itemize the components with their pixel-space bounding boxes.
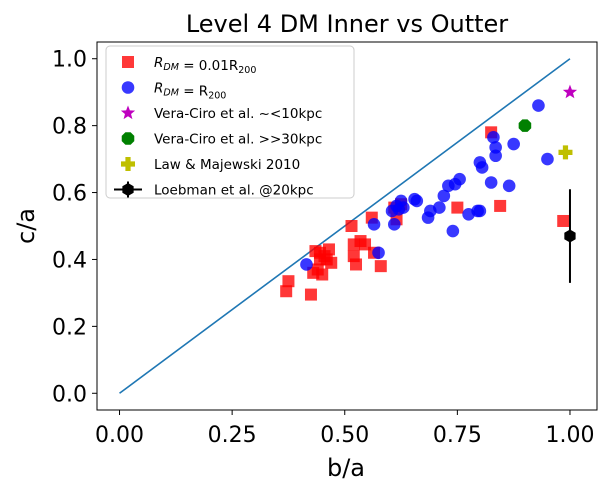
data-point-series-4	[518, 119, 532, 132]
reference-line	[119, 58, 571, 394]
data-point-series-2	[541, 152, 554, 166]
legend-box	[105, 45, 355, 199]
data-point-series-2	[532, 99, 545, 112]
legend-marker-6	[122, 183, 134, 196]
data-point-series-1	[280, 285, 293, 298]
data-point-series-1	[313, 246, 326, 259]
legend-label-5: Law & Majewski 2010	[154, 157, 300, 173]
plot-frame	[96, 41, 598, 411]
legend-label-4: Vera-Ciro et al. >>30kpc	[154, 132, 322, 148]
data-point-series-1	[345, 220, 358, 232]
x-tick-label: 0.25	[208, 423, 257, 448]
data-point-series-3	[562, 84, 578, 99]
x-axis-label: b/a	[327, 454, 365, 482]
data-point-series-2	[372, 246, 385, 260]
legend-marker-1	[122, 56, 134, 68]
data-point-series-1	[359, 238, 372, 251]
data-point-series-1	[322, 243, 335, 256]
data-point-series-2	[507, 137, 520, 151]
data-point-series-2	[433, 201, 446, 214]
chart-title: Level 4 DM Inner vs Outter	[186, 10, 508, 38]
data-point-series-1	[350, 258, 363, 271]
data-point-series-2	[475, 161, 489, 174]
data-point-series-6	[564, 229, 576, 243]
x-tick-label: 1.00	[545, 423, 594, 448]
data-point-series-2	[437, 189, 451, 203]
y-tick-label: 0.8	[52, 115, 87, 140]
data-point-series-2	[387, 218, 401, 231]
data-point-series-1	[325, 256, 338, 269]
data-point-series-1	[304, 288, 317, 301]
data-point-series-2	[487, 131, 500, 144]
y-tick-label: 0.4	[52, 248, 87, 273]
data-point-series-2	[300, 258, 313, 271]
data-point-series-1	[494, 199, 507, 212]
data-point-series-2	[453, 172, 466, 186]
legend: RDM = 0.01R200 RDM = R200 Vera-Ciro et al.…	[105, 45, 355, 199]
legend-label-3: Vera-Ciro et al. ~<10kpc	[154, 106, 322, 122]
y-tick-label: 0.6	[52, 182, 87, 207]
legend-marker-4	[121, 132, 135, 145]
data-point-series-2	[484, 176, 498, 189]
data-point-series-2	[502, 179, 516, 193]
data-point-series-2	[410, 194, 424, 208]
legend-label-2: RDM = R200	[154, 81, 226, 102]
y-axis-label: c/a	[12, 208, 40, 244]
y-tick-label: 1.0	[52, 48, 87, 73]
x-tick-label: 0.00	[95, 423, 144, 448]
data-point-series-5	[558, 145, 573, 160]
y-tick-label: 0.2	[52, 315, 87, 340]
data-point-series-2	[489, 149, 502, 163]
data-point-series-1	[374, 260, 387, 273]
data-point-series-2	[446, 224, 460, 238]
y-tick-label: 0.0	[52, 382, 87, 407]
x-tick-label: 0.75	[433, 423, 482, 448]
data-point-series-1	[451, 201, 464, 214]
data-point-series-2	[397, 201, 410, 214]
legend-label-6: Loebman et al. @20kpc	[154, 183, 314, 199]
legend-marker-3	[120, 105, 136, 120]
legend-marker-5	[121, 157, 135, 171]
data-point-series-2	[367, 218, 381, 231]
data-point-series-1	[282, 275, 295, 288]
data-point-series-1	[557, 214, 570, 227]
data-point-series-1	[316, 268, 329, 281]
data-point-series-1	[347, 250, 360, 263]
legend-label-1: RDM = 0.01R200	[154, 55, 256, 76]
x-tick-label: 0.50	[320, 423, 369, 448]
plot-area: 0.00 0.25 0.50 0.75 1.00 0.0 0.2 0.4 0.6 0.8 1.0	[52, 41, 598, 448]
data-point-series-2	[473, 204, 487, 218]
legend-marker-2	[121, 81, 135, 94]
